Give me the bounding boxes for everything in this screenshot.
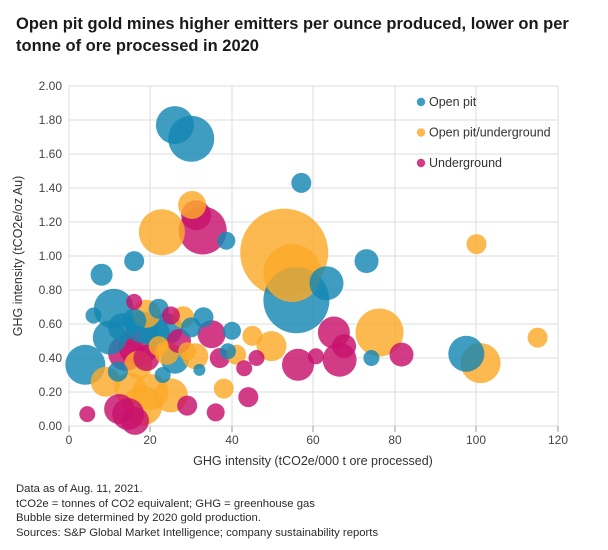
svg-text:GHG intensity (tCO2e/000 t ore: GHG intensity (tCO2e/000 t ore processed… xyxy=(193,454,433,468)
svg-text:2.00: 2.00 xyxy=(39,79,63,93)
svg-text:60: 60 xyxy=(306,433,320,447)
svg-text:1.60: 1.60 xyxy=(39,147,63,161)
svg-text:40: 40 xyxy=(225,433,239,447)
svg-text:GHG intensity (tCO2e/oz Au): GHG intensity (tCO2e/oz Au) xyxy=(11,176,25,336)
svg-text:Underground: Underground xyxy=(429,156,502,170)
svg-text:1.20: 1.20 xyxy=(39,215,63,229)
svg-text:1.00: 1.00 xyxy=(39,249,63,263)
svg-text:1.80: 1.80 xyxy=(39,113,63,127)
svg-text:80: 80 xyxy=(388,433,402,447)
svg-text:100: 100 xyxy=(466,433,486,447)
svg-text:0.00: 0.00 xyxy=(39,419,63,433)
svg-text:20: 20 xyxy=(143,433,157,447)
svg-text:Open pit/underground: Open pit/underground xyxy=(429,126,551,140)
svg-text:1.40: 1.40 xyxy=(39,181,63,195)
svg-text:Open pit: Open pit xyxy=(429,95,477,109)
svg-text:120: 120 xyxy=(548,433,568,447)
svg-text:0: 0 xyxy=(66,433,73,447)
svg-text:0.80: 0.80 xyxy=(39,283,63,297)
svg-text:0.60: 0.60 xyxy=(39,317,63,331)
svg-text:0.40: 0.40 xyxy=(39,351,63,365)
svg-text:0.20: 0.20 xyxy=(39,385,63,399)
